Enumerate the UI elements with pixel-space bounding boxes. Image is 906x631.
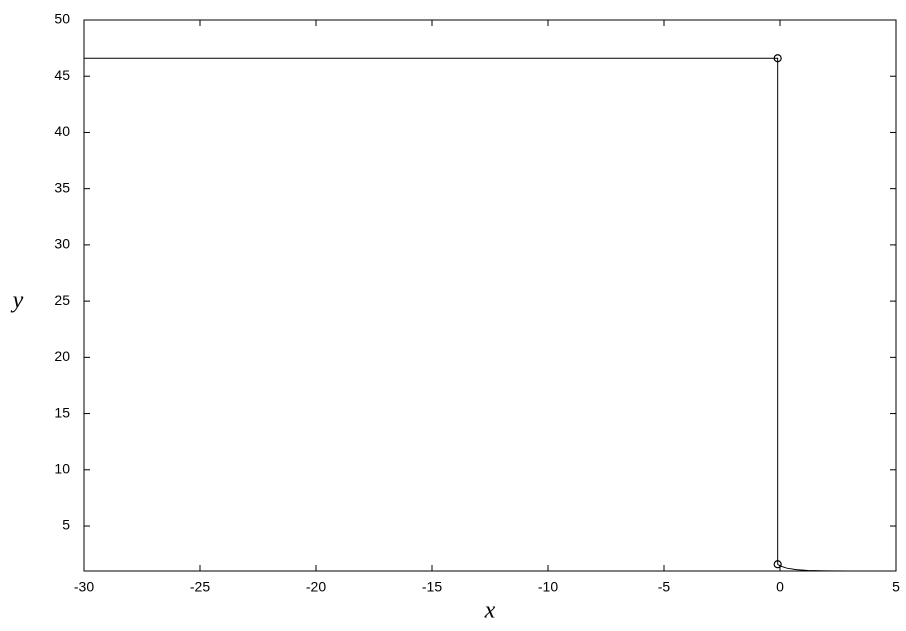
x-tick-label: 5 bbox=[892, 579, 900, 595]
plot-frame bbox=[84, 20, 896, 571]
x-tick-label: -10 bbox=[538, 579, 558, 595]
y-tick-label: 30 bbox=[54, 236, 70, 252]
x-tick-label: -5 bbox=[658, 579, 671, 595]
x-tick-label: 0 bbox=[776, 579, 784, 595]
y-tick-label: 45 bbox=[54, 67, 70, 83]
y-tick-label: 10 bbox=[54, 460, 70, 476]
y-tick-label: 40 bbox=[54, 123, 70, 139]
y-tick-label: 25 bbox=[54, 292, 70, 308]
x-axis-label: x bbox=[484, 598, 496, 624]
y-tick-label: 20 bbox=[54, 348, 70, 364]
x-tick-label: -25 bbox=[190, 579, 210, 595]
y-tick-label: 5 bbox=[62, 517, 70, 533]
x-tick-label: -30 bbox=[74, 579, 94, 595]
y-axis-label: y bbox=[11, 288, 24, 314]
y-tick-label: 15 bbox=[54, 404, 70, 420]
x-tick-label: -15 bbox=[422, 579, 442, 595]
x-tick-label: -20 bbox=[306, 579, 326, 595]
y-tick-label: 35 bbox=[54, 179, 70, 195]
y-tick-label: 50 bbox=[54, 11, 70, 27]
line bbox=[84, 58, 896, 571]
chart: x y -30 -25 -20 -15 -10 -5 0 5 5 10 15 20 25 30 35 40 45… bbox=[0, 0, 906, 626]
